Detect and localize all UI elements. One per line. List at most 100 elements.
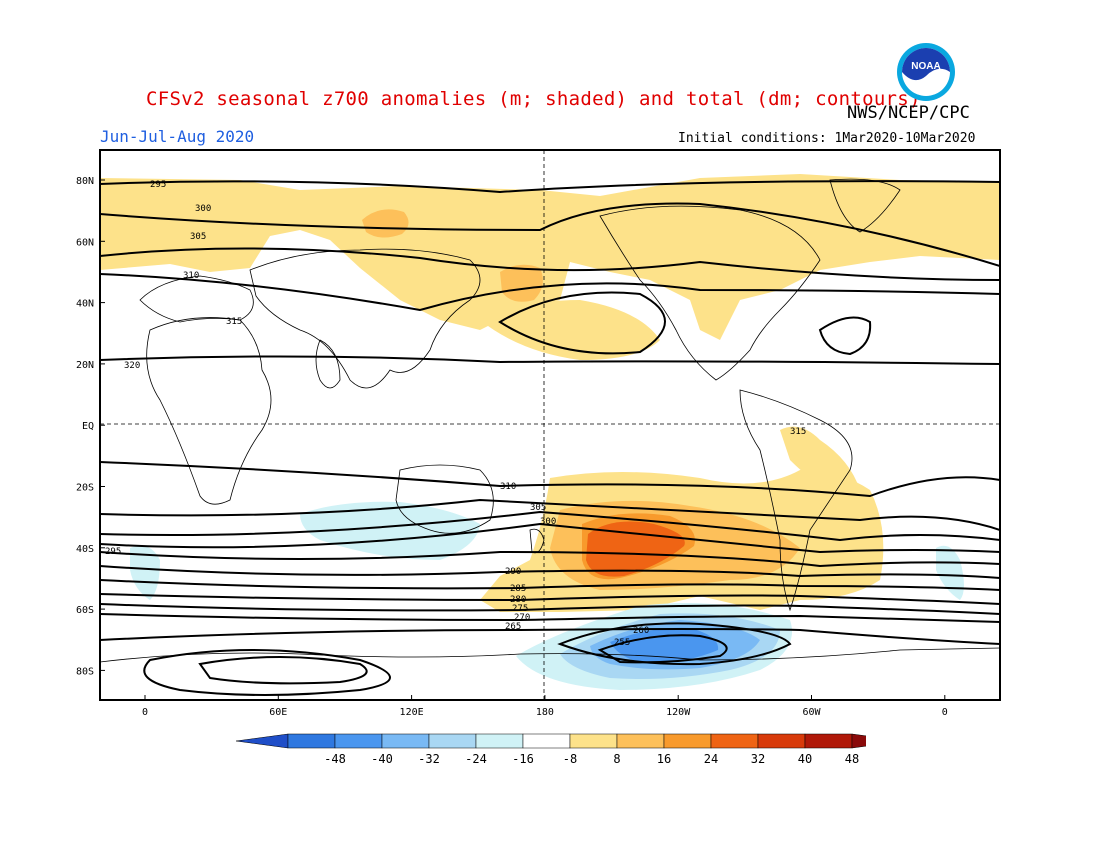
- colorbar-tick-label: 32: [751, 752, 765, 766]
- coast-europe: [139, 275, 254, 323]
- colorbar-segment: [475, 733, 524, 749]
- longitude-tick-label: 60W: [802, 707, 821, 718]
- colorbar-segment: [616, 733, 665, 749]
- contour-label: 265: [505, 622, 521, 632]
- colorbar-tick-label: 24: [704, 752, 718, 766]
- anomaly-npacific-core: [500, 264, 543, 302]
- colorbar-tick-label: -40: [371, 752, 393, 766]
- contour-305-south: [100, 510, 1000, 542]
- coastline-layer: [100, 178, 1000, 663]
- contour-layer: [100, 180, 1000, 696]
- contour-label: 270: [514, 613, 530, 623]
- latitude-axis: 80N 60N 40N 20N EQ 20S 40S 60S 80S: [76, 176, 105, 677]
- contour-295-north: [100, 180, 1000, 194]
- longitude-tick-label: 60E: [269, 707, 287, 718]
- latitude-tick-label: 20N: [76, 360, 94, 371]
- latitude-tick-label: 40N: [76, 299, 94, 310]
- colorbar-tick-label: -16: [512, 752, 534, 766]
- contour-label: 315: [226, 317, 242, 327]
- colorbar-tick-label: 16: [657, 752, 671, 766]
- contour-310-north: [100, 273, 1000, 312]
- longitude-tick-label: 0: [942, 707, 948, 718]
- contour-275: [100, 603, 1000, 615]
- colorbar-tick-label: 40: [798, 752, 812, 766]
- colorbar-segment: [569, 733, 618, 749]
- contour-label: 315: [790, 427, 806, 437]
- anomaly-north-eurasia: [100, 174, 1000, 340]
- latitude-tick-label: EQ: [82, 421, 94, 432]
- contour-320: [100, 355, 1000, 365]
- colorbar-segment: [428, 733, 477, 749]
- contour-265: [100, 628, 1000, 645]
- contour-label: 305: [190, 232, 206, 242]
- coast-north-america: [599, 205, 821, 381]
- contour-label: 320: [124, 361, 140, 371]
- initial-conditions: Initial conditions: 1Mar2020-10Mar2020: [678, 131, 976, 146]
- latitude-tick-label: 80S: [76, 666, 94, 677]
- colorbar-tick-label: -32: [418, 752, 440, 766]
- contour-315-north: [498, 291, 666, 355]
- contour-label: 305: [530, 503, 546, 513]
- longitude-tick-label: 180: [536, 707, 554, 718]
- coast-australia: [395, 464, 494, 534]
- colorbar-tick-label: 48: [845, 752, 859, 766]
- coast-asia: [249, 248, 481, 389]
- latitude-tick-label: 20S: [76, 483, 94, 494]
- colorbar-segment: [381, 733, 430, 749]
- anomaly-antarctic-4: [610, 627, 719, 664]
- contour-285: [100, 579, 1000, 591]
- contour-280: [100, 593, 1000, 605]
- contour-265-antarctic: [143, 649, 391, 696]
- contour-305-north: [100, 247, 1000, 281]
- latitude-tick-label: 40S: [76, 544, 94, 555]
- shading-layer: [100, 174, 1000, 690]
- map-title: CFSv2 seasonal z700 anomalies (m; shaded…: [146, 88, 921, 110]
- colorbar-tick-label: 8: [613, 752, 620, 766]
- colorbar-tick-label: -24: [465, 752, 487, 766]
- colorbar-segment: [804, 733, 853, 749]
- colorbar: -48 -40 -32 -24 -16 -8 8 16 24 32 40 48: [236, 733, 866, 766]
- longitude-axis: 0 60E 120E 180 120W 60W 0: [142, 695, 948, 718]
- coast-india: [315, 339, 341, 389]
- latitude-tick-label: 60N: [76, 237, 94, 248]
- contour-label: 280: [510, 595, 526, 605]
- contour-label: 310: [500, 482, 516, 492]
- anomaly-siberia-core: [362, 209, 409, 238]
- contour-290: [100, 565, 1000, 579]
- colorbar-left-arrow: [236, 733, 289, 749]
- anomaly-s-atlantic: [130, 545, 160, 600]
- svg-text:NOAA: NOAA: [911, 61, 940, 72]
- colorbar-segment: [287, 733, 336, 749]
- colorbar-right-arrow: [851, 733, 866, 749]
- contour-label: 290: [505, 567, 521, 577]
- noaa-logo: NOAA: [897, 43, 955, 101]
- contour-310-south: [100, 498, 1000, 531]
- anomaly-s-atlantic-east: [936, 545, 964, 600]
- forecast-period: Jun-Jul-Aug 2020: [100, 127, 255, 146]
- anomaly-indian-ocean: [300, 501, 480, 560]
- latitude-tick-label: 60S: [76, 605, 94, 616]
- colorbar-tick-label: -8: [563, 752, 577, 766]
- contour-label: 295: [105, 547, 121, 557]
- contour-label: 300: [540, 517, 556, 527]
- contour-loop-atlantic: [818, 316, 872, 356]
- contour-labels: 295 300 305 310 315 320 315 310 305 300 …: [105, 180, 806, 648]
- contour-300-south: [100, 522, 1000, 554]
- contour-label: 275: [512, 604, 528, 614]
- agency-label: NWS/NCEP/CPC: [847, 103, 970, 123]
- contour-label: 255: [614, 638, 630, 648]
- anomaly-south-america: [780, 426, 860, 500]
- contour-315-south: [100, 461, 1000, 498]
- contour-label: 310: [183, 271, 199, 281]
- latitude-tick-label: 80N: [76, 176, 94, 187]
- contour-300-north: [100, 202, 1000, 267]
- colorbar-segment: [663, 733, 712, 749]
- colorbar-segment: [710, 733, 759, 749]
- contour-295-south: [100, 550, 1000, 568]
- colorbar-segment: [522, 733, 571, 749]
- colorbar-segment: [334, 733, 383, 749]
- longitude-tick-label: 0: [142, 707, 148, 718]
- longitude-tick-label: 120W: [666, 707, 691, 718]
- colorbar-segment: [757, 733, 806, 749]
